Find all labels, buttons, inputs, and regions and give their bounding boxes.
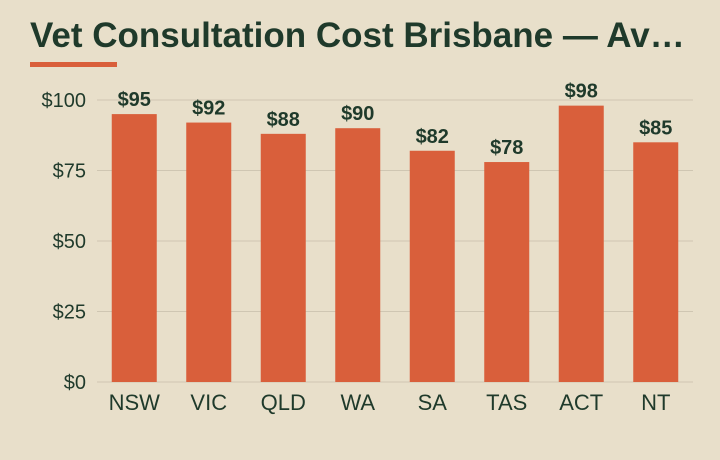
- x-category-label: VIC: [190, 390, 227, 415]
- x-category-label: ACT: [559, 390, 603, 415]
- y-tick-label: $100: [42, 90, 87, 112]
- x-category-label: NT: [641, 390, 670, 415]
- data-label: $92: [192, 98, 225, 120]
- title-accent-underline: [30, 62, 117, 67]
- data-label: $88: [267, 109, 300, 131]
- y-tick-label: $50: [53, 231, 86, 253]
- y-tick-label: $75: [53, 161, 86, 183]
- bar-sa: [409, 150, 455, 382]
- data-label: $98: [565, 81, 598, 103]
- data-label: $82: [416, 126, 449, 148]
- x-category-label: SA: [418, 390, 448, 415]
- x-category-label: QLD: [261, 390, 306, 415]
- data-label: $90: [341, 103, 374, 125]
- data-label: $95: [118, 89, 151, 111]
- data-label: $85: [639, 117, 672, 139]
- y-tick-label: $25: [53, 302, 86, 324]
- x-category-label: TAS: [486, 390, 527, 415]
- bar-tas: [484, 162, 530, 382]
- bar-nt: [633, 142, 679, 382]
- bar-act: [558, 105, 604, 382]
- bar-vic: [186, 122, 232, 382]
- bar-nsw: [111, 114, 157, 382]
- data-label: $78: [490, 137, 523, 159]
- y-tick-label: $0: [64, 372, 86, 394]
- bar-qld: [260, 133, 306, 382]
- x-category-label: WA: [340, 390, 375, 415]
- x-category-label: NSW: [109, 390, 161, 415]
- bar-wa: [335, 128, 381, 382]
